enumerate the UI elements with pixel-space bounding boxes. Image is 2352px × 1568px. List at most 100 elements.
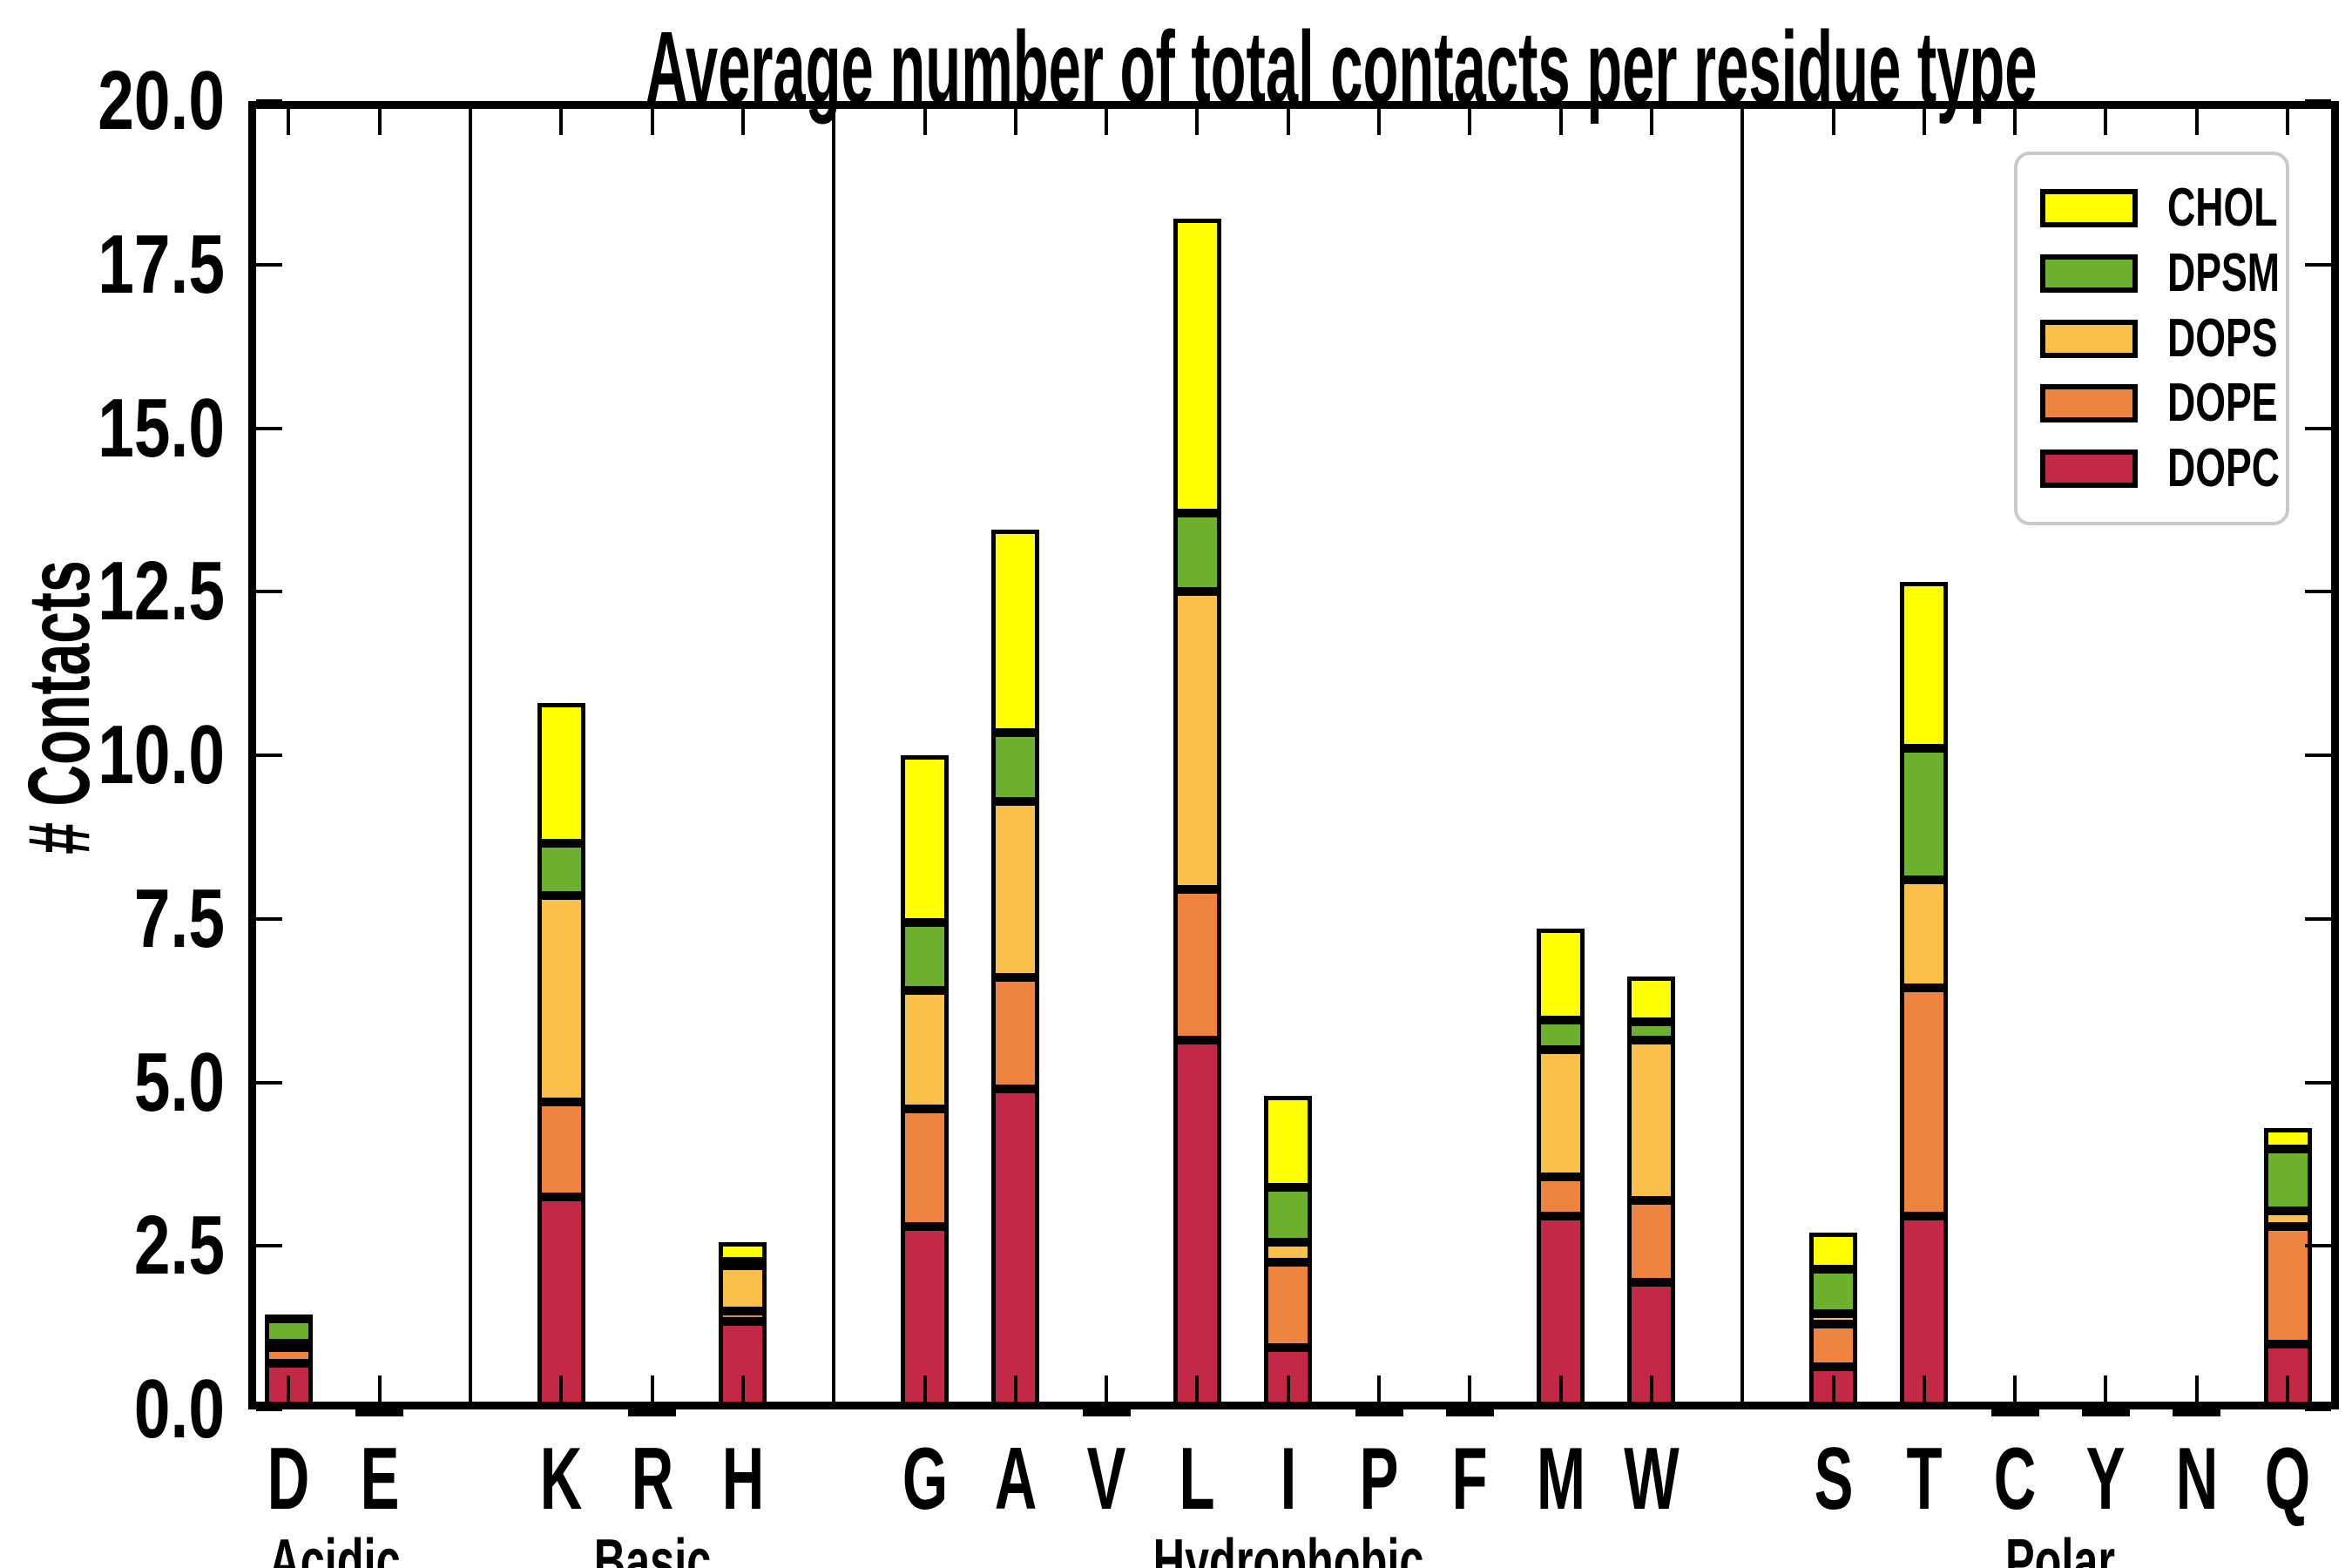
x-tick-bottom — [923, 1375, 927, 1402]
bar-segment-dope-A — [991, 977, 1040, 1089]
x-tick-label-S: S — [1814, 1429, 1853, 1529]
bar-segment-chol-I — [1264, 1095, 1313, 1187]
x-tick-bottom — [1831, 1375, 1835, 1402]
x-tick-top — [1468, 109, 1472, 135]
x-tick-bottom — [559, 1375, 564, 1402]
bar-segment-dope-L — [1173, 889, 1221, 1040]
legend-item-dopc: DOPC — [2040, 442, 2280, 496]
group-label-acidic: Acidic — [267, 1527, 401, 1568]
legend-item-dope: DOPE — [2040, 376, 2278, 430]
x-tick-top — [377, 109, 382, 135]
bar-segment-dopc-T — [1900, 1216, 1949, 1409]
bar-segment-dpsm-Q — [2263, 1149, 2312, 1212]
x-tick-label-A: A — [994, 1429, 1037, 1529]
legend-swatch-dopc — [2040, 449, 2138, 488]
x-tick-bottom — [1286, 1375, 1290, 1402]
x-tick-top — [1922, 109, 1926, 135]
bar-segment-dpsm-M — [1537, 1020, 1585, 1050]
y-tick-right — [2305, 590, 2331, 594]
bar-segment-chol-T — [1900, 581, 1949, 749]
x-tick-label-W: W — [1624, 1429, 1680, 1529]
bar-segment-dops-A — [991, 801, 1040, 978]
y-tick-right — [2305, 262, 2331, 267]
x-tick-label-H: H — [721, 1429, 765, 1529]
legend-item-dpsm: DPSM — [2040, 246, 2280, 301]
y-tick-label: 2.5 — [133, 1199, 225, 1293]
bar-segment-dops-T — [1900, 879, 1949, 988]
bar-segment-dpsm-I — [1264, 1186, 1313, 1243]
legend-item-chol: CHOL — [2040, 181, 2277, 235]
chart-title: Average number of total contacts per res… — [645, 10, 2038, 125]
y-tick-right — [2305, 426, 2331, 430]
x-tick-bottom — [1377, 1375, 1381, 1402]
bar-segment-dops-L — [1173, 591, 1221, 889]
bar-segment-dope-S — [1809, 1324, 1857, 1368]
x-tick-label-P: P — [1359, 1429, 1399, 1529]
x-tick-bottom — [287, 1375, 291, 1402]
bar-segment-dopc-Y — [2081, 1407, 2130, 1416]
bar-segment-dpsm-W — [1627, 1022, 1676, 1040]
bar-segment-dopc-F — [1445, 1407, 1494, 1416]
legend-swatch-dops — [2040, 319, 2138, 358]
y-tick-label: 20.0 — [98, 54, 225, 147]
bar-segment-chol-D — [264, 1315, 313, 1324]
x-tick-bottom — [1922, 1375, 1926, 1402]
group-label-polar: Polar — [2005, 1527, 2116, 1568]
y-tick-label: 12.5 — [98, 544, 225, 639]
x-tick-label-R: R — [631, 1429, 673, 1529]
x-tick-label-V: V — [1086, 1429, 1126, 1529]
bar-segment-dops-I — [1264, 1242, 1313, 1262]
y-tick-left — [256, 262, 282, 267]
x-tick-bottom — [2013, 1375, 2017, 1402]
bar-segment-dops-M — [1537, 1049, 1585, 1178]
x-tick-top — [1195, 109, 1200, 135]
x-tick-bottom — [2194, 1375, 2199, 1402]
group-label-basic: Basic — [593, 1527, 711, 1568]
y-tick-right — [2305, 99, 2331, 103]
bar-segment-chol-W — [1627, 976, 1676, 1023]
x-tick-bottom — [1105, 1375, 1109, 1402]
bar-segment-dope-W — [1627, 1200, 1676, 1282]
group-separator-line — [469, 101, 472, 1409]
bar-segment-dopc-E — [355, 1407, 404, 1416]
bar-segment-chol-A — [991, 529, 1040, 733]
x-tick-bottom — [1195, 1375, 1200, 1402]
y-tick-label: 15.0 — [98, 381, 225, 475]
bar-segment-dopc-G — [901, 1226, 949, 1409]
bar-segment-dops-G — [901, 990, 949, 1109]
bar-segment-dpsm-L — [1173, 513, 1221, 592]
y-tick-label: 10.0 — [98, 708, 225, 801]
bar-segment-dope-K — [537, 1102, 585, 1197]
bar-segment-chol-H — [719, 1242, 767, 1261]
x-tick-bottom — [1558, 1375, 1563, 1402]
x-tick-label-E: E — [360, 1429, 400, 1529]
x-tick-label-G: G — [902, 1429, 948, 1529]
x-tick-label-N: N — [2175, 1429, 2218, 1529]
legend-label-dops: DOPS — [2167, 308, 2278, 368]
bar-segment-dpsm-G — [901, 922, 949, 991]
bar-segment-dops-S — [1809, 1313, 1857, 1325]
bar-segment-dope-I — [1264, 1262, 1313, 1348]
bar-segment-chol-S — [1809, 1233, 1857, 1269]
legend-label-chol: CHOL — [2167, 178, 2278, 238]
x-tick-label-F: F — [1451, 1429, 1488, 1529]
bar-segment-chol-G — [901, 755, 949, 923]
y-tick-left — [256, 916, 282, 921]
y-tick-right — [2305, 1408, 2331, 1411]
bar-segment-dops-D — [264, 1343, 313, 1353]
bar-segment-dopc-N — [2173, 1407, 2221, 1416]
x-tick-bottom — [1013, 1375, 1017, 1402]
bar-segment-dope-M — [1537, 1177, 1585, 1217]
legend-swatch-chol — [2040, 189, 2138, 227]
bar-segment-dops-H — [719, 1265, 767, 1312]
x-tick-top — [1286, 109, 1290, 135]
bar-segment-dope-G — [901, 1108, 949, 1227]
x-tick-top — [559, 109, 564, 135]
bar-segment-dope-Q — [2263, 1226, 2312, 1344]
y-tick-right — [2305, 1080, 2331, 1085]
bar-segment-dope-H — [719, 1311, 767, 1321]
x-tick-top — [923, 109, 927, 135]
x-tick-label-C: C — [1993, 1429, 2037, 1529]
bar-segment-dops-W — [1627, 1039, 1676, 1200]
y-tick-label: 17.5 — [98, 217, 225, 311]
